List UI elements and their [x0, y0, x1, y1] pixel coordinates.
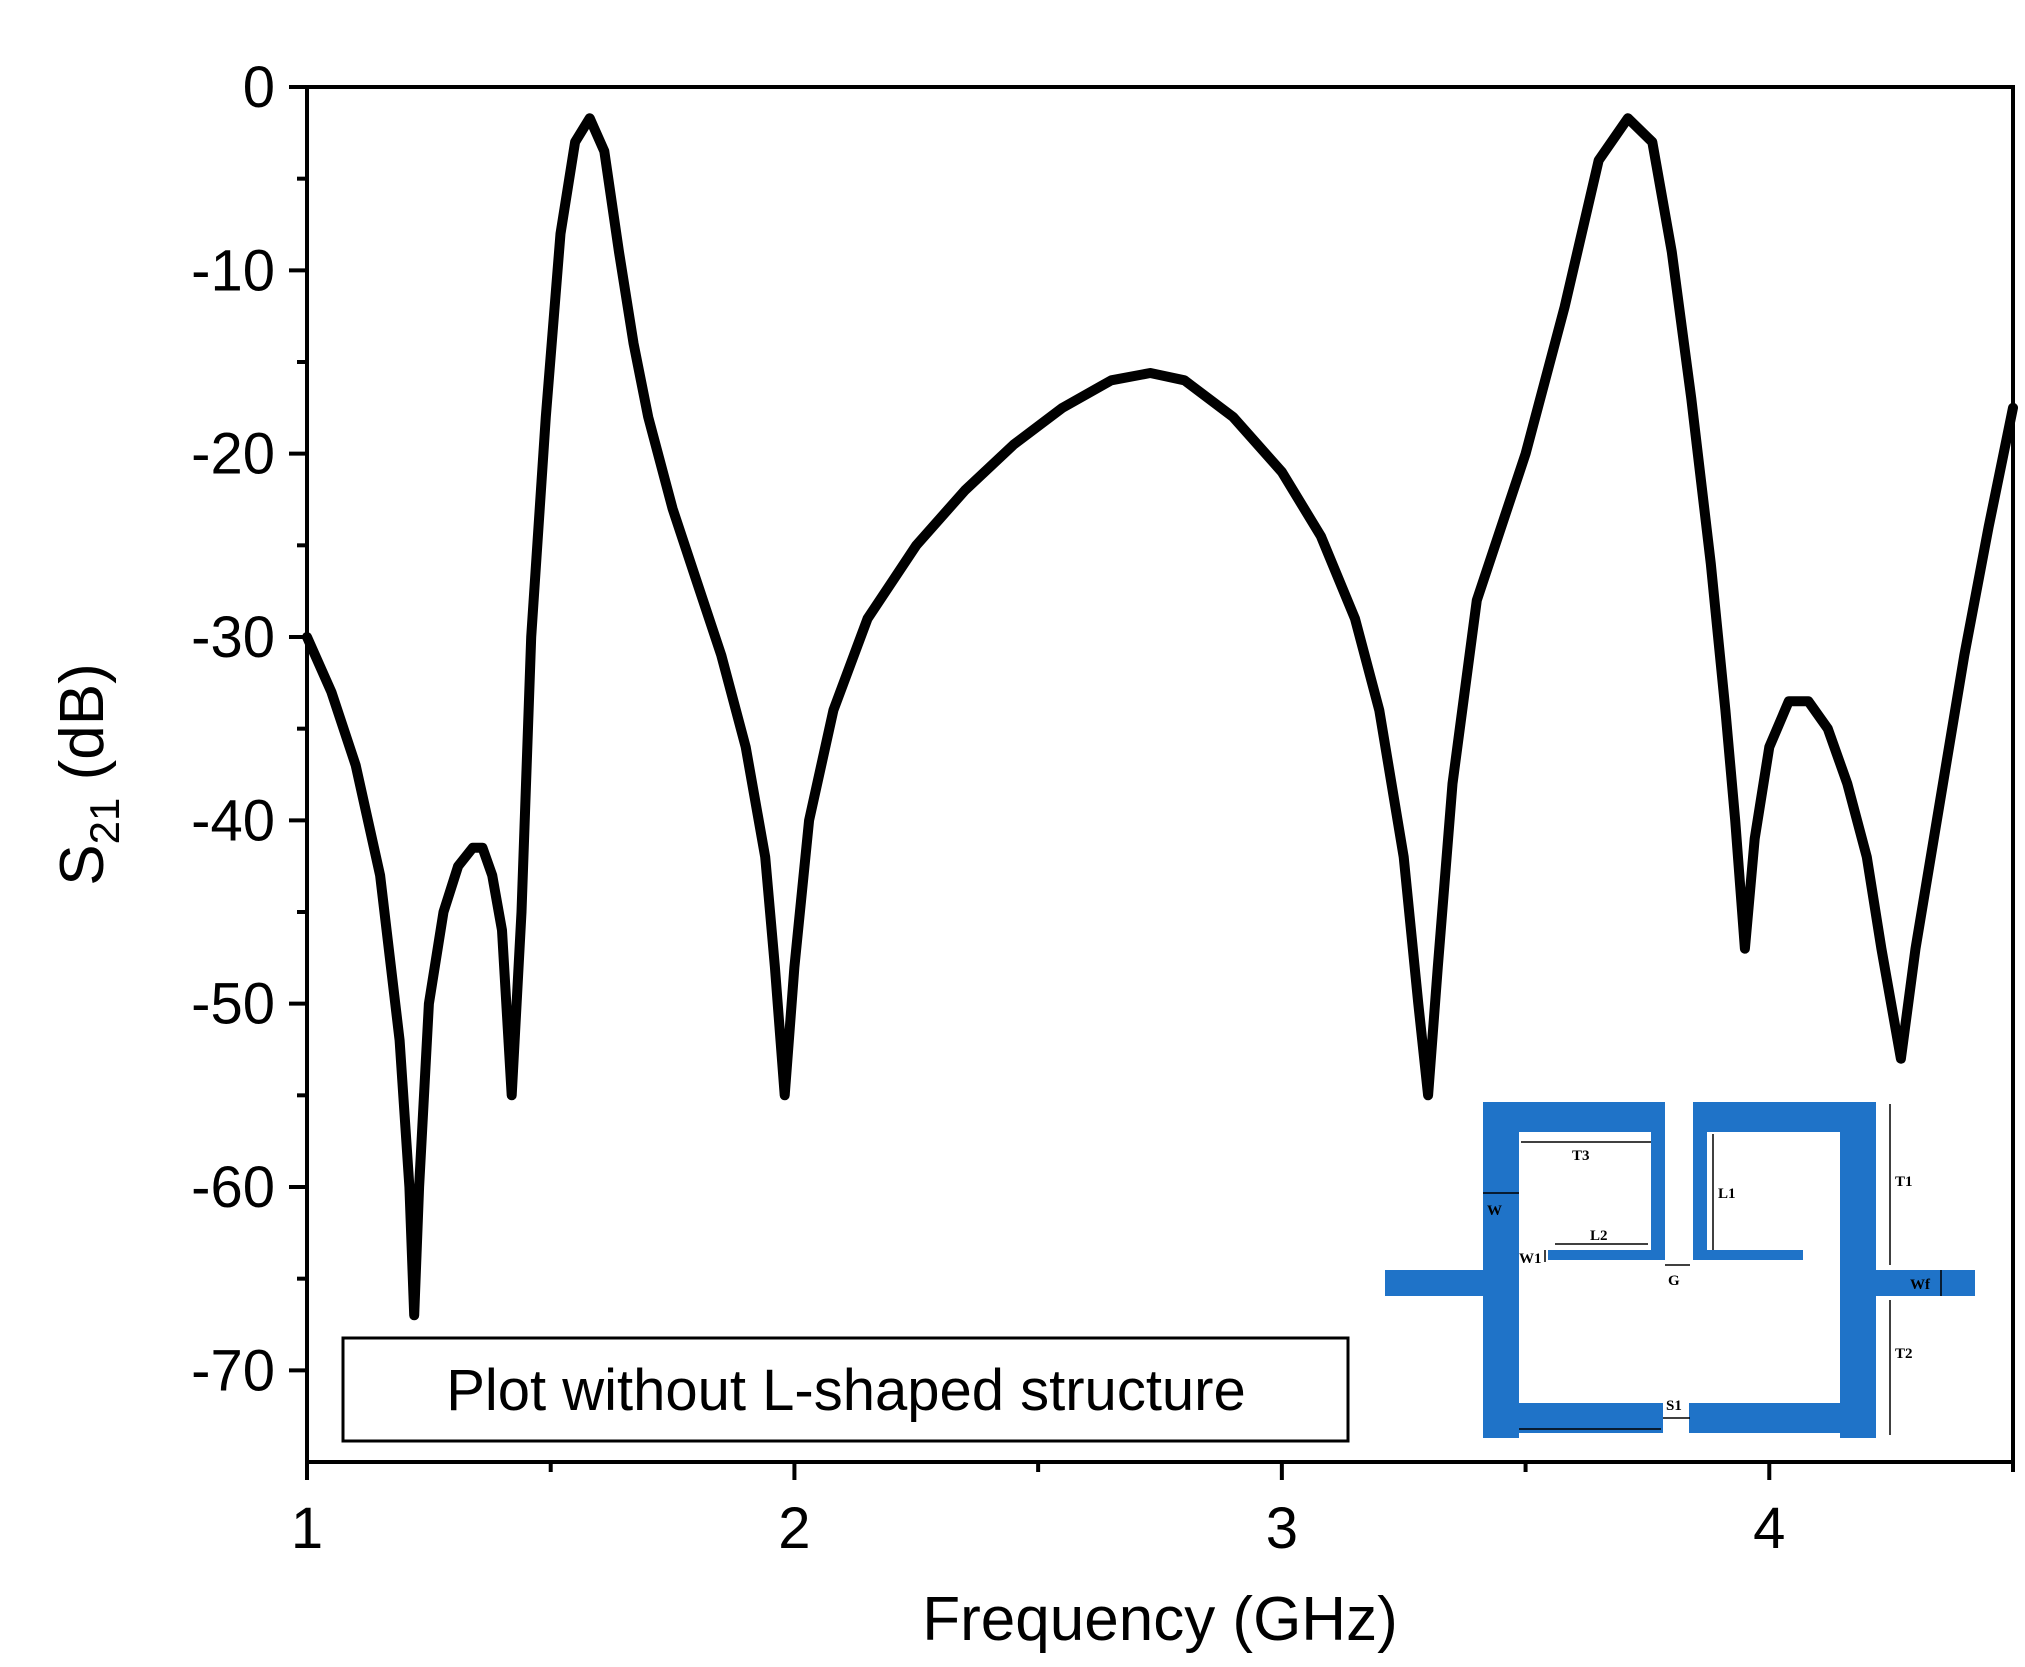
inset-label-t3: T3 [1572, 1148, 1590, 1164]
y-axis-title-unit: (dB) [48, 663, 117, 797]
inset-metal-shapes [1385, 1102, 1975, 1438]
inset-label-w1: W1 [1519, 1251, 1542, 1267]
inset-label-s1: S1 [1666, 1398, 1682, 1414]
inset-label-l2: L2 [1590, 1228, 1608, 1244]
y-axis-title-subscript: 21 [81, 798, 128, 845]
inset-right-top-arm [1693, 1102, 1876, 1132]
y-axis-title-main: S [48, 844, 117, 885]
y-tick-label: -30 [191, 605, 275, 670]
y-axis-title: S21 (dB) [48, 663, 128, 885]
x-tick-labels: 1 2 3 4 [291, 1496, 1786, 1561]
y-tick-label: -40 [191, 788, 275, 853]
y-tick-label: -20 [191, 422, 275, 487]
tick-marks [289, 85, 2015, 1480]
filter-layout-inset: T3 L1 T1 W L2 W1 G Wf T2 S1 [1385, 1102, 1975, 1438]
inset-right-stub [1693, 1250, 1803, 1260]
inset-right-inner-leg [1693, 1102, 1707, 1258]
inset-right-bottom-arm [1689, 1403, 1876, 1433]
inset-left-inner-leg [1651, 1102, 1665, 1258]
inset-label-w: W [1487, 1203, 1502, 1219]
y-tick-label: 0 [243, 55, 275, 120]
inset-label-t2: T2 [1895, 1346, 1913, 1362]
y-tick-labels: 0 -10 -20 -30 -40 -50 -60 -70 [191, 55, 275, 1403]
plot-frame [305, 85, 2015, 1464]
inset-label-t1: T1 [1895, 1174, 1913, 1190]
inset-dimension-lines [1483, 1104, 1942, 1435]
inset-label-l1: L1 [1718, 1186, 1736, 1202]
x-tick-label: 4 [1753, 1496, 1785, 1561]
inset-left-outer-bar [1483, 1102, 1519, 1438]
annotation-box: Plot without L-shaped structure [341, 1336, 1350, 1443]
annotation-text: Plot without L-shaped structure [446, 1358, 1246, 1423]
x-axis-title: Frequency (GHz) [922, 1585, 1397, 1654]
x-tick-label: 2 [778, 1496, 810, 1561]
x-tick-label: 3 [1266, 1496, 1298, 1561]
inset-left-top-arm [1483, 1102, 1663, 1132]
y-tick-label: -50 [191, 972, 275, 1037]
inset-left-bottom-arm [1483, 1403, 1663, 1433]
y-tick-label: -10 [191, 238, 275, 303]
inset-right-feed [1875, 1270, 1975, 1296]
inset-left-feed [1385, 1270, 1485, 1296]
inset-label-wf: Wf [1910, 1277, 1931, 1293]
inset-left-stub [1548, 1250, 1665, 1260]
inset-right-outer-bar [1840, 1102, 1876, 1438]
s21-series-line [302, 113, 2018, 1321]
inset-dimension-labels: T3 L1 T1 W L2 W1 G Wf T2 S1 [1487, 1148, 1931, 1414]
y-tick-label: -70 [191, 1338, 275, 1403]
inset-label-g: G [1668, 1273, 1680, 1289]
x-tick-label: 1 [291, 1496, 323, 1561]
y-tick-label: -60 [191, 1155, 275, 1220]
